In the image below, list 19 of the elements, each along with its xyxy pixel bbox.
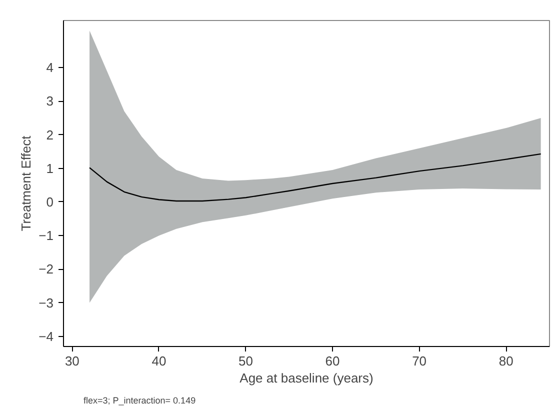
x-tick-label: 80 [498, 354, 514, 368]
x-tick-label: 40 [152, 354, 166, 368]
x-tick-label: 70 [412, 354, 427, 368]
y-axis-title: Treatment Effect [18, 135, 34, 232]
y-tick-label: −3 [38, 295, 54, 310]
x-tick-label: 30 [64, 354, 80, 368]
y-tick-label: −2 [38, 262, 54, 277]
text: flex=3; P_interaction= 0.149 [84, 396, 196, 406]
y-tick-label: 4 [46, 60, 54, 76]
y-tick-label: 3 [46, 94, 54, 109]
y-tick-label: −4 [38, 328, 54, 344]
line-series [88, 153, 542, 202]
x-tick-label: 50 [238, 354, 253, 368]
x-tick-label: 60 [325, 354, 340, 368]
y-tick-label: 1 [46, 160, 54, 176]
x-axis-title: Age at baseline (years) [240, 370, 374, 386]
y-tick-label: 2 [46, 127, 54, 142]
y-tick-label: −1 [38, 228, 54, 244]
y-tick-label: 0 [46, 194, 54, 210]
